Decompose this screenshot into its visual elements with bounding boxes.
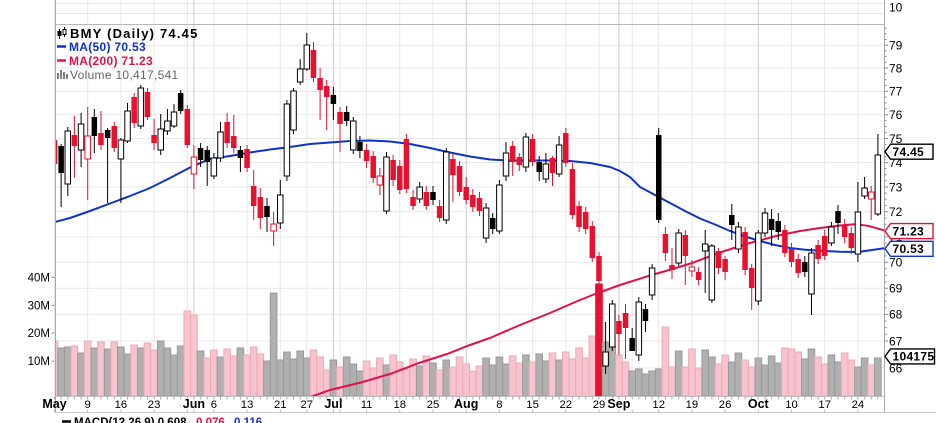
svg-text:79: 79 bbox=[889, 39, 903, 53]
svg-text:MACD(12,26,9) 0.608,: MACD(12,26,9) 0.608, bbox=[74, 417, 190, 423]
svg-text:78: 78 bbox=[889, 61, 903, 75]
svg-text:11: 11 bbox=[361, 399, 373, 411]
svg-text:22: 22 bbox=[560, 399, 573, 411]
svg-text:69: 69 bbox=[889, 282, 903, 296]
svg-text:12: 12 bbox=[652, 399, 665, 411]
svg-text:77: 77 bbox=[889, 85, 903, 99]
svg-text:16: 16 bbox=[115, 399, 128, 411]
svg-text:8: 8 bbox=[496, 399, 502, 411]
svg-text:26: 26 bbox=[719, 399, 732, 411]
svg-text:MA(200) 71.23: MA(200) 71.23 bbox=[69, 54, 153, 68]
svg-text:Sep: Sep bbox=[607, 397, 630, 411]
svg-text:24: 24 bbox=[852, 399, 865, 411]
svg-text:76: 76 bbox=[889, 108, 903, 122]
svg-text:66: 66 bbox=[889, 361, 903, 375]
svg-text:19: 19 bbox=[686, 399, 699, 411]
svg-text:23: 23 bbox=[148, 399, 161, 411]
svg-text:40M: 40M bbox=[28, 272, 50, 284]
svg-text:25: 25 bbox=[427, 399, 440, 411]
svg-text:71.23: 71.23 bbox=[893, 224, 925, 238]
svg-text:70.53: 70.53 bbox=[893, 242, 925, 256]
svg-text:BMY (Daily) 74.45: BMY (Daily) 74.45 bbox=[70, 26, 199, 41]
svg-text:72: 72 bbox=[889, 205, 903, 219]
svg-text:10: 10 bbox=[785, 399, 798, 411]
svg-text:13: 13 bbox=[241, 399, 254, 411]
svg-text:75: 75 bbox=[889, 132, 903, 146]
svg-text:MA(50) 70.53: MA(50) 70.53 bbox=[69, 40, 146, 54]
svg-text:68: 68 bbox=[889, 308, 903, 322]
svg-text:73: 73 bbox=[889, 180, 903, 194]
svg-text:21: 21 bbox=[274, 399, 287, 411]
svg-text:0.076,: 0.076, bbox=[196, 417, 228, 423]
svg-text:18: 18 bbox=[394, 399, 407, 411]
svg-text:30M: 30M bbox=[28, 300, 50, 312]
svg-text:Aug: Aug bbox=[454, 397, 478, 411]
svg-text:29: 29 bbox=[593, 399, 606, 411]
svg-text:0.116: 0.116 bbox=[234, 417, 262, 423]
svg-text:15: 15 bbox=[526, 399, 539, 411]
svg-text:67: 67 bbox=[889, 334, 903, 348]
svg-text:9: 9 bbox=[85, 399, 91, 411]
svg-text:17: 17 bbox=[818, 399, 831, 411]
svg-text:Jun: Jun bbox=[183, 397, 205, 411]
svg-text:10M: 10M bbox=[28, 356, 50, 368]
svg-text:Jul: Jul bbox=[324, 397, 342, 411]
svg-text:May: May bbox=[42, 397, 66, 411]
svg-text:10: 10 bbox=[889, 1, 903, 15]
svg-text:6: 6 bbox=[211, 399, 217, 411]
svg-text:104175: 104175 bbox=[893, 350, 935, 364]
svg-text:74.45: 74.45 bbox=[893, 145, 925, 159]
svg-text:20M: 20M bbox=[28, 328, 50, 340]
svg-text:70: 70 bbox=[889, 256, 903, 270]
svg-text:27: 27 bbox=[301, 399, 314, 411]
svg-text:Oct: Oct bbox=[748, 397, 770, 411]
svg-text:Volume 10,417,541: Volume 10,417,541 bbox=[70, 68, 179, 82]
